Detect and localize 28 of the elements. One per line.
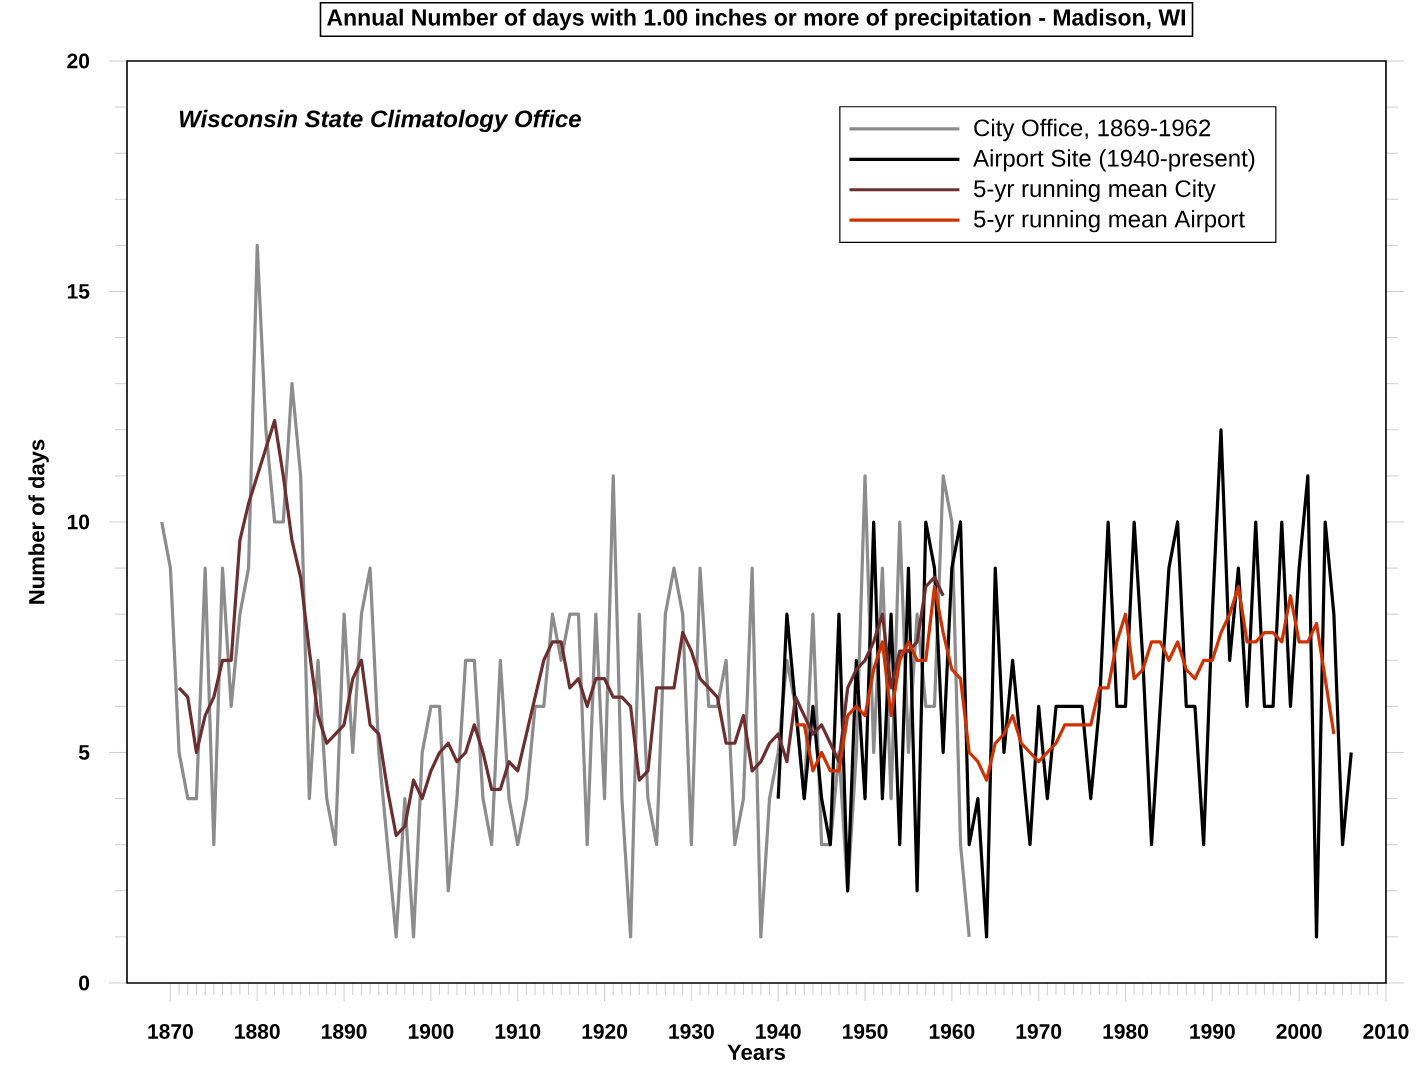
legend-label: 5-yr running mean Airport <box>974 209 1245 233</box>
x-tick-label: 2010 <box>1363 1024 1409 1039</box>
x-tick-label: 1930 <box>669 1024 714 1039</box>
chart-title: Annual Number of days with 1.00 inches or more of precipitation - Madison, WI <box>327 8 1185 31</box>
x-tick-label: 1990 <box>1190 1024 1235 1039</box>
y-tick-label: 10 <box>67 514 90 530</box>
x-tick-label: 1920 <box>582 1024 628 1039</box>
legend-label: Airport Site (1940-present) <box>973 149 1255 172</box>
annotation: Wisconsin State Climatology Office <box>179 109 581 133</box>
y-tick-label: 20 <box>67 53 90 69</box>
y-axis-title: Number of days <box>28 439 49 604</box>
x-tick-label: 1960 <box>929 1024 975 1039</box>
x-tick-label: 1900 <box>408 1024 454 1039</box>
x-tick-label: 1940 <box>756 1024 801 1039</box>
x-tick-label: 2000 <box>1276 1024 1322 1039</box>
y-tick-label: 5 <box>78 745 90 760</box>
x-tick-label: 1970 <box>1016 1024 1062 1039</box>
y-tick-label: 15 <box>67 284 90 299</box>
y-tick-label: 0 <box>79 975 90 991</box>
x-tick-label: 1950 <box>842 1024 888 1039</box>
x-tick-label: 1890 <box>322 1024 367 1039</box>
x-tick-label: 1910 <box>495 1024 541 1039</box>
x-axis-title: Years <box>727 1044 785 1061</box>
legend-label: City Office, 1869-1962 <box>974 118 1211 142</box>
legend-label: 5-yr running mean City <box>974 179 1216 202</box>
x-tick-label: 1980 <box>1103 1024 1148 1039</box>
x-tick-label: 1870 <box>148 1024 193 1039</box>
x-tick-label: 1880 <box>235 1024 280 1039</box>
